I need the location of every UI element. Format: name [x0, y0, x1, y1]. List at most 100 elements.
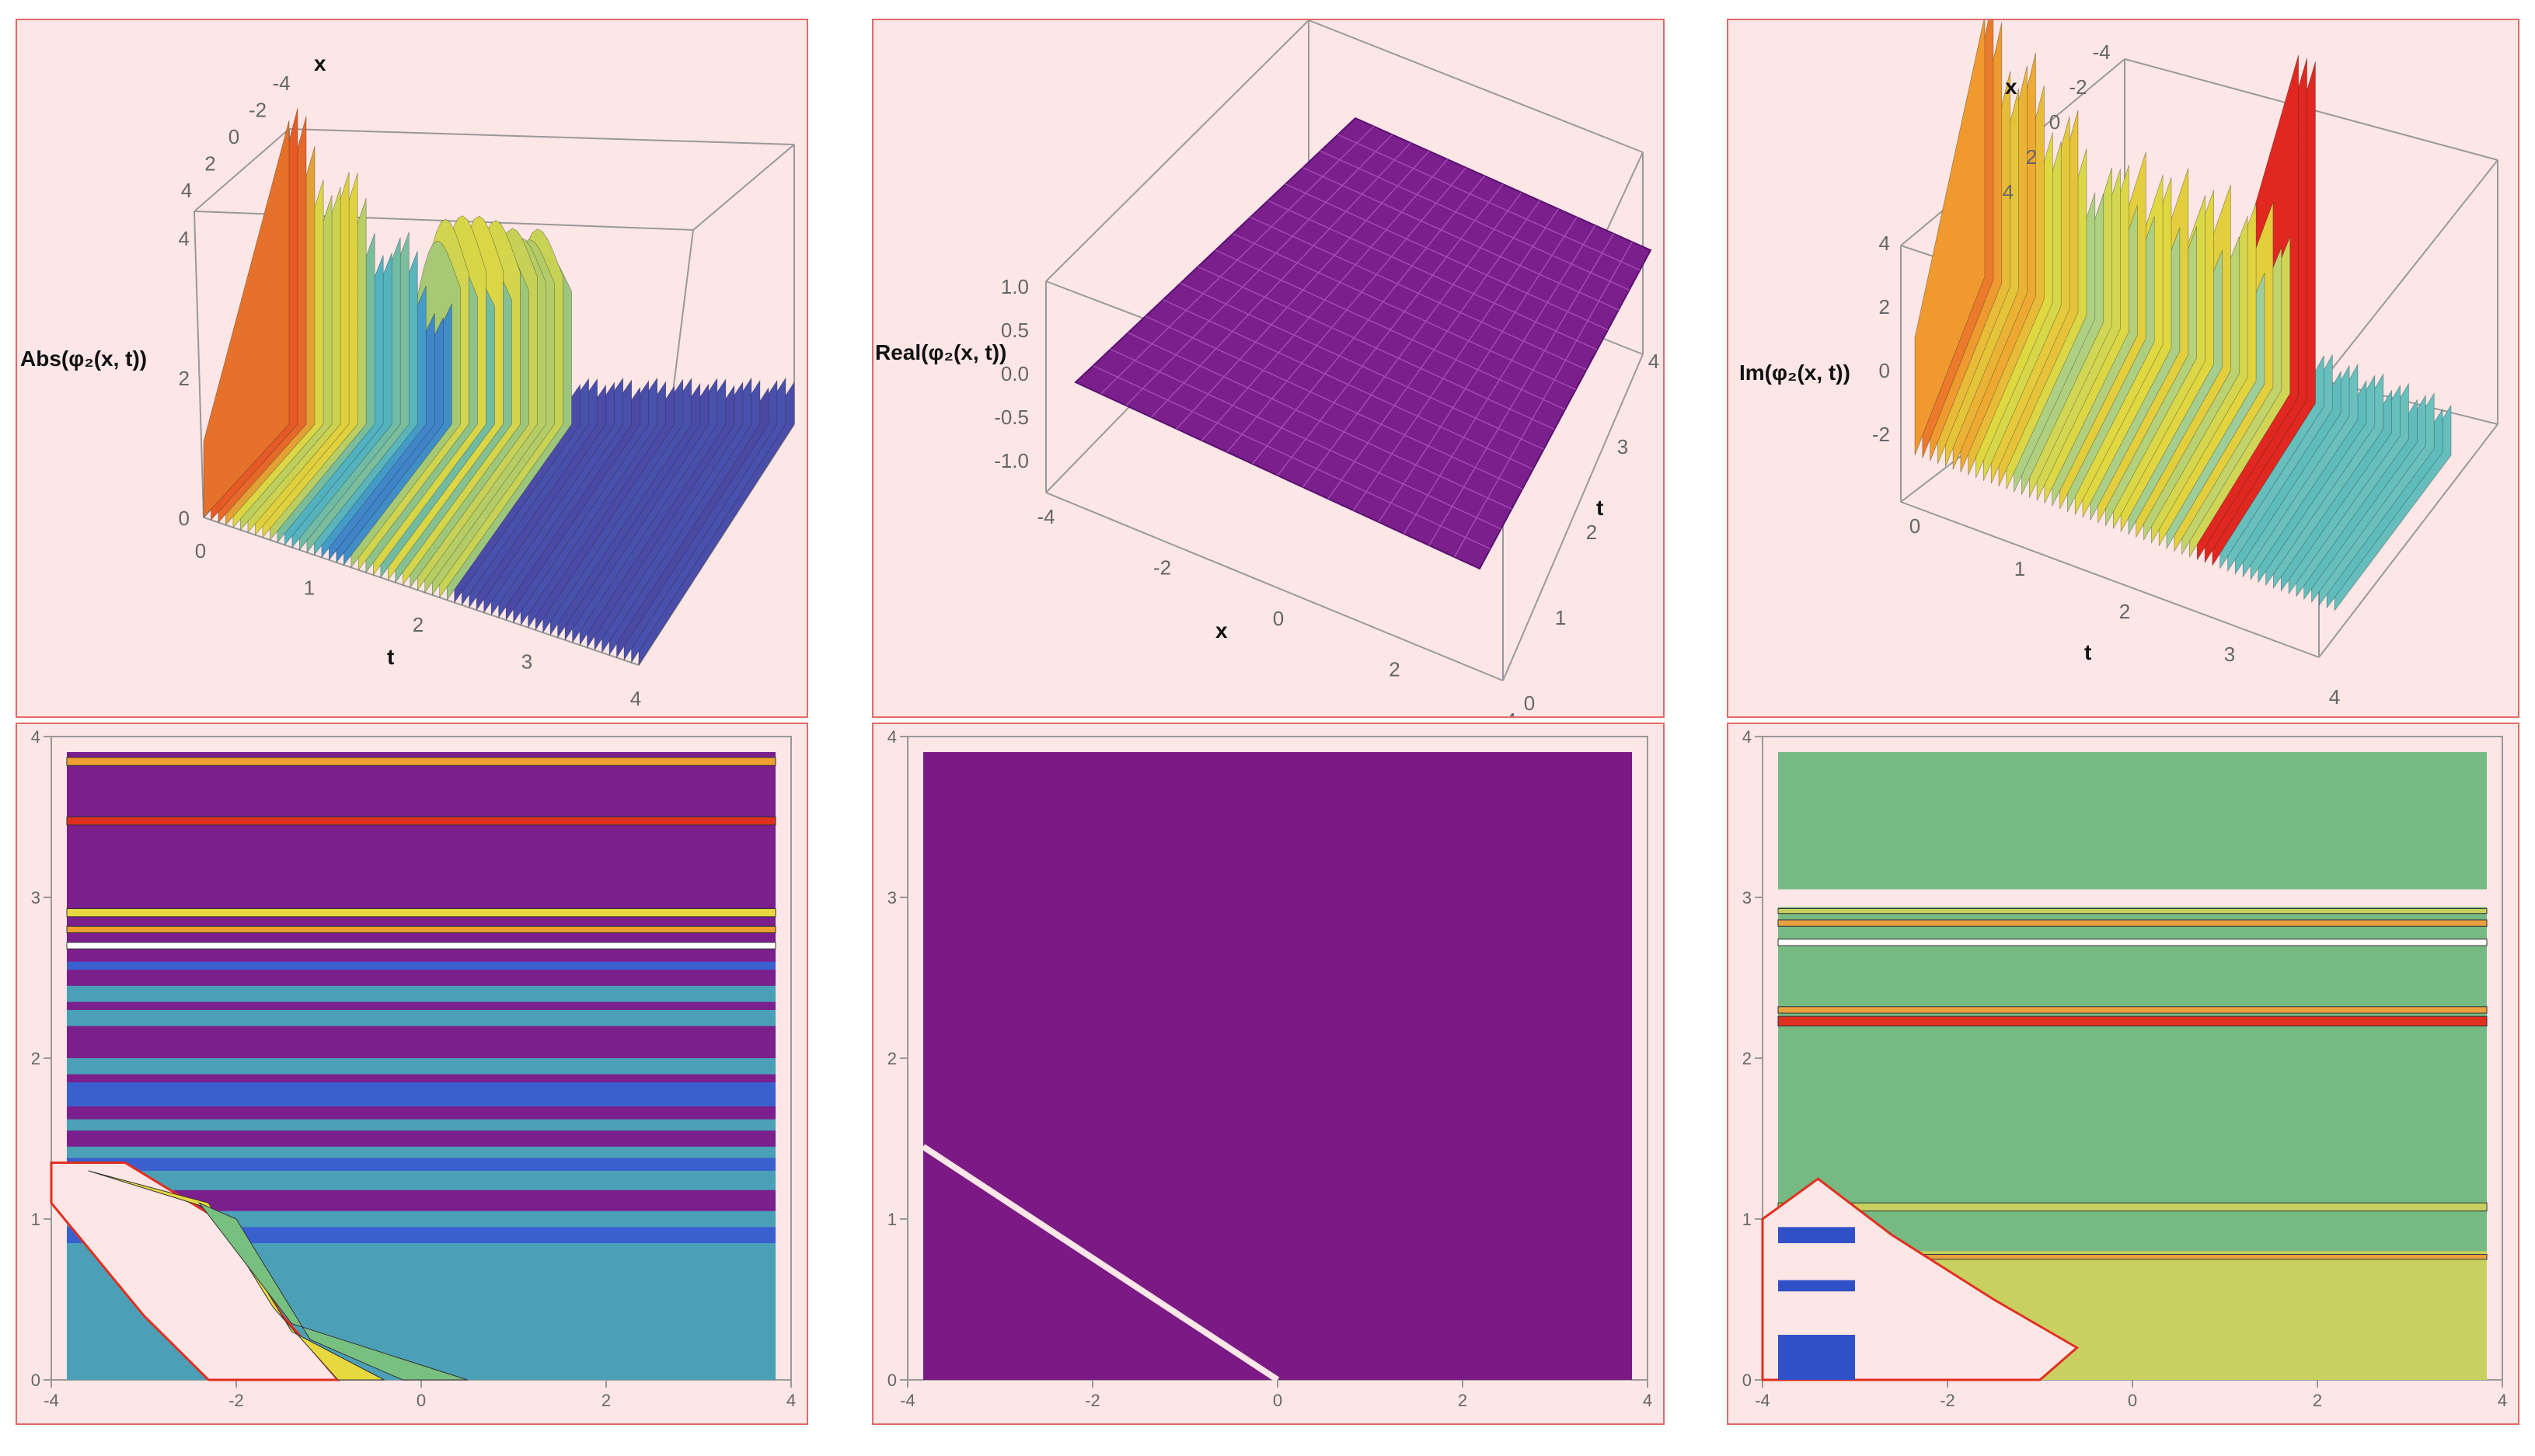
- im-z-tick: -2: [1872, 423, 1890, 446]
- im-contour-y-tick: 3: [1742, 888, 1752, 907]
- real-mesh-line: [1277, 183, 1504, 476]
- abs-x-tick: 0: [228, 125, 239, 148]
- im-contour-x-tick: 0: [2128, 1391, 2137, 1410]
- abs-contour-plot: -4 -2 0 2 4 0 1 2 3 4: [31, 727, 796, 1410]
- im-t-tick: 4: [2329, 685, 2340, 709]
- real-contour-x-tick: 2: [1458, 1391, 1467, 1410]
- im-surface-panel: 4 2 0 -2 -4 -2 0 2 4 0 1 2 3 4 Im(φ₂(x, t)) x t: [1727, 19, 2519, 718]
- real-mesh-line: [1285, 183, 1609, 331]
- real-mesh-line: [1302, 167, 1620, 311]
- abs-contour-band: [67, 1158, 776, 1171]
- im-t-label: t: [2084, 640, 2092, 664]
- abs-contour-y-tick: 1: [31, 1210, 40, 1229]
- im-contour-blue-blob: [1778, 1280, 1855, 1292]
- im-x-tick: 2: [2026, 145, 2037, 169]
- real-mesh-line: [1403, 225, 1596, 535]
- real-z-tick: -0.5: [994, 406, 1029, 429]
- im-contour-x-tick: -4: [1755, 1391, 1770, 1410]
- abs-contour-x-tick: -2: [228, 1391, 244, 1410]
- im-z-label: Im(φ₂(x, t)): [1739, 361, 1850, 385]
- im-contour-plot: -4 -2 0 2 4 0 1 2 3 4: [1742, 727, 2507, 1410]
- im-contour-y-tick: 4: [1742, 727, 1752, 747]
- real-t-tick: 1: [1555, 606, 1566, 629]
- im-contour-x-tick: 4: [2498, 1391, 2507, 1410]
- real-mesh-line: [1327, 200, 1541, 500]
- im-z-tick: 0: [1879, 359, 1890, 382]
- real-box-edge-4: [1045, 20, 1309, 282]
- real-mesh-line: [1302, 192, 1522, 488]
- abs-contour-y-tick: 2: [31, 1049, 40, 1068]
- im-t-tick: 2: [2119, 600, 2130, 623]
- abs-contour-stripe: [66, 817, 776, 826]
- im-contour-x-tick: -2: [1940, 1391, 1955, 1410]
- im-contour-y-tick: 1: [1742, 1210, 1752, 1229]
- abs-contour-band: [67, 1009, 776, 1026]
- abs-contour-band: [67, 961, 776, 970]
- real-mesh-line: [1250, 216, 1587, 371]
- abs-surface-ribbon: [203, 120, 290, 518]
- real-surface-plane: [1074, 117, 1652, 570]
- real-x-tick: 0: [1273, 607, 1284, 630]
- real-contour-plot: -4 -2 0 2 4 0 1 2 3 4: [887, 727, 1652, 1410]
- real-box-edge-2: [1502, 354, 1644, 681]
- real-mesh-line: [1320, 150, 1630, 291]
- real-z-tick: 1.0: [1001, 275, 1029, 298]
- real-t-tick: 3: [1617, 435, 1628, 458]
- abs-t-tick: 2: [413, 613, 424, 636]
- abs-z-tick: 0: [179, 507, 190, 530]
- real-t-tick: 4: [1648, 350, 1659, 373]
- im-x-label: x: [2005, 75, 2017, 99]
- real-contour-x-tick: -2: [1085, 1391, 1100, 1410]
- im-x-tick: -4: [2092, 40, 2110, 64]
- im-z-tick: 2: [1879, 295, 1890, 319]
- real-mesh-line: [1268, 200, 1598, 350]
- im-surface-ribbon: [1914, 20, 1986, 456]
- abs-t-tick: 4: [630, 687, 641, 710]
- real-surface-plot: 1.0 0.5 0.0 -0.5 -1.0 -4 -2 0 2 4 0 1 2 3 4: [994, 20, 1659, 716]
- abs-contour-panel: -4 -2 0 2 4 0 1 2 3 4: [16, 723, 808, 1425]
- real-contour-zero-line: [921, 1144, 1280, 1383]
- real-box-edge-3: [1045, 492, 1504, 681]
- abs-t-tick: 1: [304, 576, 315, 600]
- real-mesh-line: [1352, 208, 1559, 511]
- real-contour-x-tick: 0: [1273, 1391, 1282, 1410]
- real-x-label: x: [1215, 618, 1228, 643]
- real-x-tick: -4: [1037, 505, 1055, 528]
- real-x-tick: 4: [1505, 709, 1516, 716]
- im-contour-stripe: [1777, 1202, 2488, 1212]
- im-contour-x-tick: 2: [2313, 1391, 2322, 1410]
- abs-x-tick: 2: [204, 152, 215, 176]
- real-contour-y-tick: 0: [887, 1371, 897, 1390]
- abs-contour-band: [197, 1202, 468, 1381]
- real-z-label: Real(φ₂(x, t)): [875, 340, 1007, 364]
- im-t-tick: 3: [2224, 643, 2235, 666]
- im-t-tick: 0: [1909, 514, 1920, 538]
- abs-x-tick: -4: [272, 71, 290, 95]
- abs-contour-x-tick: 2: [601, 1391, 611, 1410]
- real-t-tick: 0: [1524, 691, 1535, 715]
- real-x-tick: -2: [1153, 556, 1171, 580]
- im-contour-stripe: [1777, 1015, 2488, 1027]
- real-contour-y-tick: 4: [887, 727, 897, 747]
- abs-z-tick: 2: [179, 367, 190, 390]
- im-contour-stripe: [1777, 939, 2488, 946]
- im-z-tick: 4: [1879, 232, 1890, 255]
- abs-contour-y-tick: 3: [31, 888, 40, 907]
- abs-contour-stripe: [66, 942, 776, 949]
- im-contour-gap-band: [1778, 889, 2487, 907]
- abs-box-edge-3: [203, 517, 640, 666]
- real-contour-y-tick: 2: [887, 1049, 897, 1068]
- real-box-edge-5: [1308, 20, 1644, 153]
- im-contour-stripe: [1777, 1006, 2488, 1014]
- abs-t-tick: 3: [521, 650, 532, 674]
- abs-box-edge-5: [288, 128, 795, 145]
- abs-contour-band: [67, 1058, 776, 1075]
- abs-box-edge-8: [194, 211, 204, 518]
- im-contour-blue-blob: [1778, 1335, 1855, 1380]
- abs-box-edge-6: [692, 144, 795, 231]
- real-mesh-line: [1337, 134, 1641, 271]
- abs-contour-x-tick: 0: [417, 1391, 426, 1410]
- real-contour-fill: [923, 752, 1632, 1380]
- abs-box-edge-4: [194, 128, 290, 212]
- abs-contour-y-tick: 0: [31, 1371, 40, 1390]
